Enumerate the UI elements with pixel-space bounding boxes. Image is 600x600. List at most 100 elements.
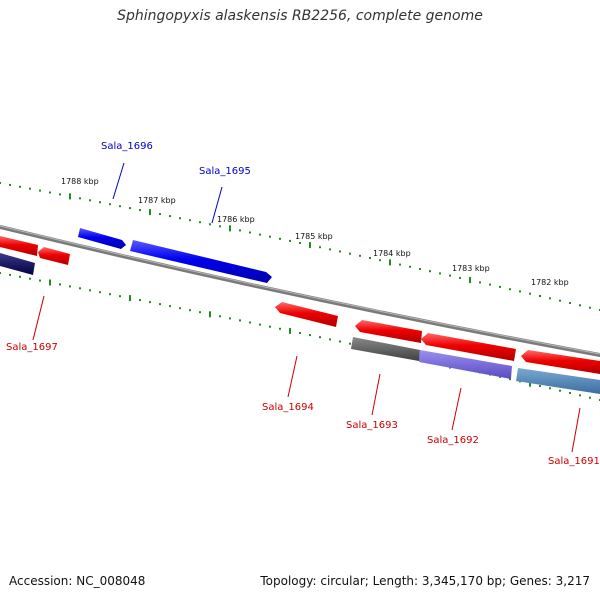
gene-label-sala-1694[interactable]: Sala_1694 bbox=[262, 402, 314, 413]
accession-label: Accession: NC_008048 bbox=[9, 574, 146, 588]
minor-tick bbox=[29, 187, 31, 190]
major-tick bbox=[389, 259, 391, 266]
minor-tick bbox=[579, 304, 581, 307]
minor-tick bbox=[79, 287, 81, 290]
minor-tick bbox=[339, 340, 341, 343]
gene-sala-1694[interactable] bbox=[275, 302, 338, 327]
gene-label-sala-1695[interactable]: Sala_1695 bbox=[199, 166, 251, 177]
gene-sala-1693-gray[interactable] bbox=[351, 337, 420, 361]
minor-tick bbox=[129, 207, 131, 210]
major-tick bbox=[49, 279, 51, 286]
minor-tick bbox=[99, 201, 101, 204]
minor-tick bbox=[79, 197, 81, 200]
major-tick bbox=[229, 225, 231, 232]
minor-tick bbox=[459, 276, 461, 279]
minor-tick bbox=[369, 257, 371, 259]
minor-tick bbox=[219, 225, 221, 228]
gene-label-sala-1691[interactable]: Sala_1691 bbox=[548, 456, 600, 467]
minor-tick bbox=[329, 248, 331, 251]
scale-label: 1786 kbp bbox=[217, 215, 255, 224]
minor-tick bbox=[549, 387, 551, 390]
minor-tick bbox=[489, 283, 491, 286]
gene-left-edge-navy[interactable] bbox=[0, 253, 35, 275]
scale-label: 1785 kbp bbox=[295, 232, 333, 241]
minor-tick bbox=[529, 292, 531, 295]
minor-tick bbox=[309, 334, 311, 337]
gene-left-edge-red[interactable] bbox=[0, 236, 38, 256]
minor-tick bbox=[69, 285, 71, 288]
minor-tick bbox=[39, 279, 41, 282]
gene-sala-1695[interactable] bbox=[130, 240, 272, 283]
minor-tick bbox=[249, 321, 251, 324]
gene-left-small-red[interactable] bbox=[38, 247, 70, 265]
gene-red-mid-2[interactable] bbox=[421, 333, 516, 361]
gene-sala-1692-purple[interactable] bbox=[419, 350, 512, 379]
minor-tick bbox=[29, 277, 31, 280]
minor-tick bbox=[299, 332, 301, 334]
minor-tick bbox=[569, 302, 571, 304]
minor-tick bbox=[179, 217, 181, 220]
minor-tick bbox=[569, 392, 571, 394]
minor-tick bbox=[269, 235, 271, 238]
callout-line-sala-1693 bbox=[371, 373, 381, 416]
major-tick bbox=[289, 327, 291, 334]
callout-line-sala-1697 bbox=[32, 295, 45, 341]
minor-tick bbox=[9, 183, 11, 186]
minor-tick bbox=[349, 252, 351, 255]
minor-tick bbox=[239, 319, 241, 322]
minor-tick bbox=[399, 263, 401, 266]
major-tick bbox=[469, 277, 471, 284]
minor-tick bbox=[259, 233, 261, 236]
minor-tick bbox=[149, 301, 151, 304]
scale-label: 1782 kbp bbox=[531, 278, 569, 287]
minor-tick bbox=[519, 290, 521, 293]
gene-label-sala-1693[interactable]: Sala_1693 bbox=[346, 420, 398, 431]
minor-tick bbox=[189, 219, 191, 222]
minor-tick bbox=[379, 259, 381, 262]
minor-tick bbox=[539, 385, 541, 387]
minor-tick bbox=[429, 270, 431, 273]
minor-tick bbox=[329, 338, 331, 341]
gene-label-sala-1697[interactable]: Sala_1697 bbox=[6, 342, 58, 353]
gene-sala-1696[interactable] bbox=[78, 228, 126, 249]
minor-tick bbox=[139, 299, 141, 302]
gene-sala-1691-steel[interactable] bbox=[516, 368, 600, 394]
minor-tick bbox=[159, 303, 161, 306]
minor-tick bbox=[589, 306, 591, 309]
minor-tick bbox=[19, 275, 21, 278]
minor-tick bbox=[559, 389, 561, 392]
minor-tick bbox=[419, 268, 421, 270]
gene-label-sala-1696[interactable]: Sala_1696 bbox=[101, 141, 153, 152]
minor-tick bbox=[269, 325, 271, 328]
scale-label: 1783 kbp bbox=[452, 264, 490, 273]
minor-tick bbox=[559, 299, 561, 302]
minor-tick bbox=[179, 307, 181, 310]
major-tick bbox=[149, 209, 151, 216]
minor-tick bbox=[319, 246, 321, 249]
minor-tick bbox=[119, 205, 121, 208]
major-tick bbox=[209, 311, 211, 318]
minor-tick bbox=[49, 191, 51, 194]
minor-tick bbox=[39, 189, 41, 192]
minor-tick bbox=[199, 311, 201, 314]
scale-label: 1788 kbp bbox=[61, 177, 99, 186]
minor-tick bbox=[169, 215, 171, 218]
minor-tick bbox=[359, 254, 361, 257]
minor-tick bbox=[509, 378, 511, 381]
minor-tick bbox=[19, 185, 21, 188]
major-tick bbox=[529, 380, 531, 387]
minor-tick bbox=[59, 193, 61, 196]
minor-tick bbox=[349, 342, 351, 345]
gene-red-right[interactable] bbox=[521, 350, 600, 374]
callout-line-sala-1695 bbox=[211, 186, 223, 224]
gene-label-sala-1692[interactable]: Sala_1692 bbox=[427, 435, 479, 446]
minor-tick bbox=[259, 323, 261, 326]
major-tick bbox=[309, 242, 311, 249]
minor-tick bbox=[119, 295, 121, 298]
minor-tick bbox=[0, 182, 1, 184]
minor-tick bbox=[219, 315, 221, 318]
gene-red-mid-1[interactable] bbox=[355, 320, 422, 343]
minor-tick bbox=[109, 203, 111, 206]
minor-tick bbox=[159, 213, 161, 216]
